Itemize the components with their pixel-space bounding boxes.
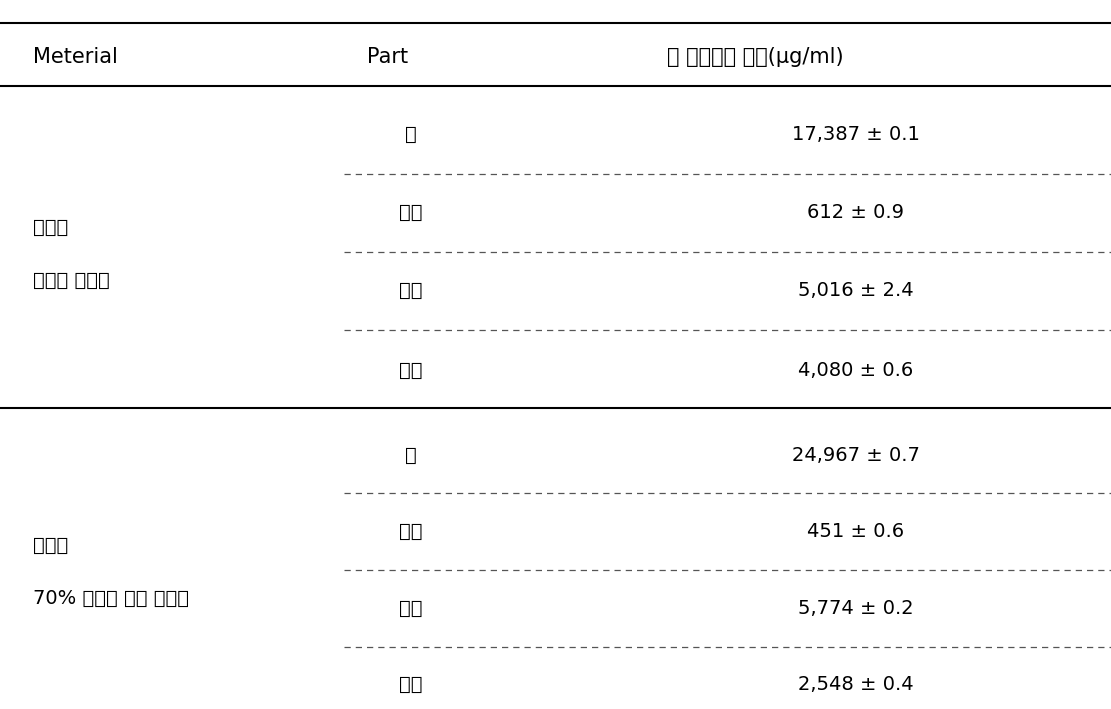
Text: 부리: 부리 <box>399 281 423 300</box>
Text: Meterial: Meterial <box>33 47 118 67</box>
Text: 잎: 잎 <box>406 125 417 144</box>
Text: 줄기: 줄기 <box>399 523 423 541</box>
Text: 5,016 ± 2.4: 5,016 ± 2.4 <box>798 281 913 300</box>
Text: 612 ± 0.9: 612 ± 0.9 <box>807 203 904 222</box>
Text: 2,548 ± 0.4: 2,548 ± 0.4 <box>798 676 913 694</box>
Text: 메탄올 추출물: 메탄올 추출물 <box>33 272 110 290</box>
Text: 17,387 ± 0.1: 17,387 ± 0.1 <box>791 125 920 144</box>
Text: 줄기: 줄기 <box>399 203 423 222</box>
Text: 빵나무: 빵나무 <box>33 218 69 237</box>
Text: 열매: 열매 <box>399 361 423 379</box>
Text: 쳑 폴리페놈 함량(μg/ml): 쳑 폴리페놈 함량(μg/ml) <box>667 47 843 67</box>
Text: 열매: 열매 <box>399 676 423 694</box>
Text: 4,080 ± 0.6: 4,080 ± 0.6 <box>798 361 913 379</box>
Text: 70% 에탄올 열당 추출물: 70% 에탄올 열당 추출물 <box>33 589 189 608</box>
Text: 451 ± 0.6: 451 ± 0.6 <box>807 523 904 541</box>
Text: 5,774 ± 0.2: 5,774 ± 0.2 <box>798 599 913 618</box>
Text: 24,967 ± 0.7: 24,967 ± 0.7 <box>791 446 920 464</box>
Text: Part: Part <box>367 47 408 67</box>
Text: 부리: 부리 <box>399 599 423 618</box>
Text: 빵나무: 빵나무 <box>33 536 69 554</box>
Text: 잎: 잎 <box>406 446 417 464</box>
